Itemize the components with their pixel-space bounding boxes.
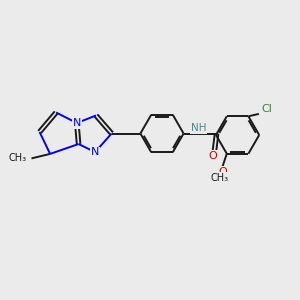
Text: NH: NH [191, 123, 206, 134]
Text: N: N [91, 147, 99, 157]
Text: O: O [208, 151, 217, 161]
Text: Cl: Cl [262, 104, 273, 114]
Text: N: N [73, 118, 81, 128]
Text: CH₃: CH₃ [210, 173, 228, 183]
Text: O: O [218, 167, 227, 177]
Text: CH₃: CH₃ [9, 153, 27, 164]
